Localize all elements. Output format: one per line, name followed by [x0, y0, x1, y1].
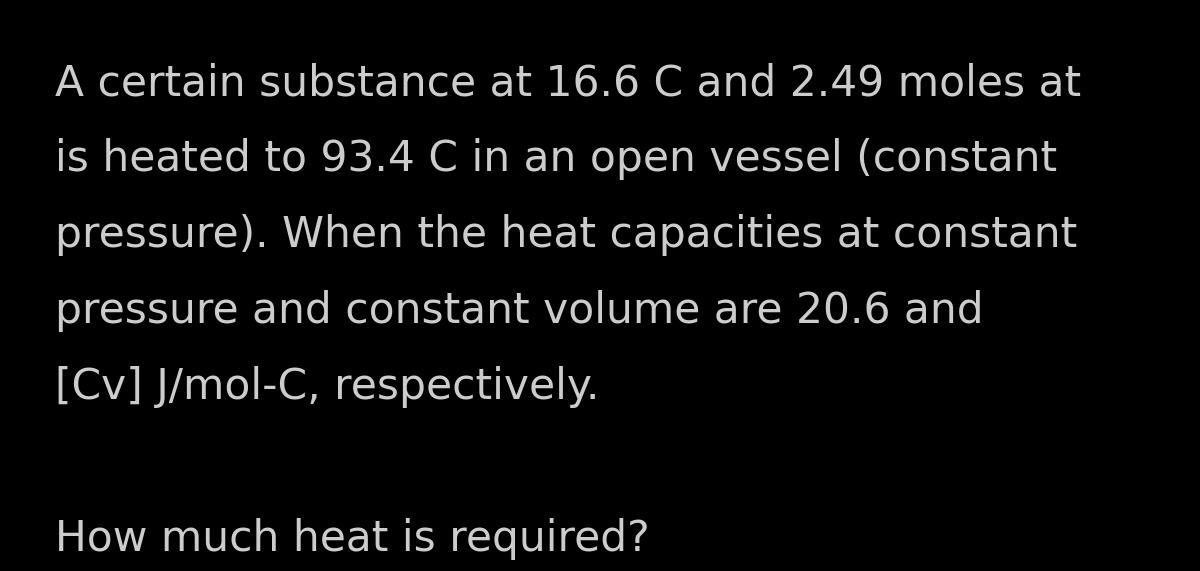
Text: pressure and constant volume are 20.6 and: pressure and constant volume are 20.6 an…: [55, 290, 984, 332]
Text: is heated to 93.4 C in an open vessel (constant: is heated to 93.4 C in an open vessel (c…: [55, 138, 1057, 180]
Text: How much heat is required?: How much heat is required?: [55, 518, 649, 560]
Text: A certain substance at 16.6 C and 2.49 moles at: A certain substance at 16.6 C and 2.49 m…: [55, 62, 1081, 104]
Text: [Cv] J/mol-C, respectively.: [Cv] J/mol-C, respectively.: [55, 366, 600, 408]
Text: pressure). When the heat capacities at constant: pressure). When the heat capacities at c…: [55, 214, 1078, 256]
